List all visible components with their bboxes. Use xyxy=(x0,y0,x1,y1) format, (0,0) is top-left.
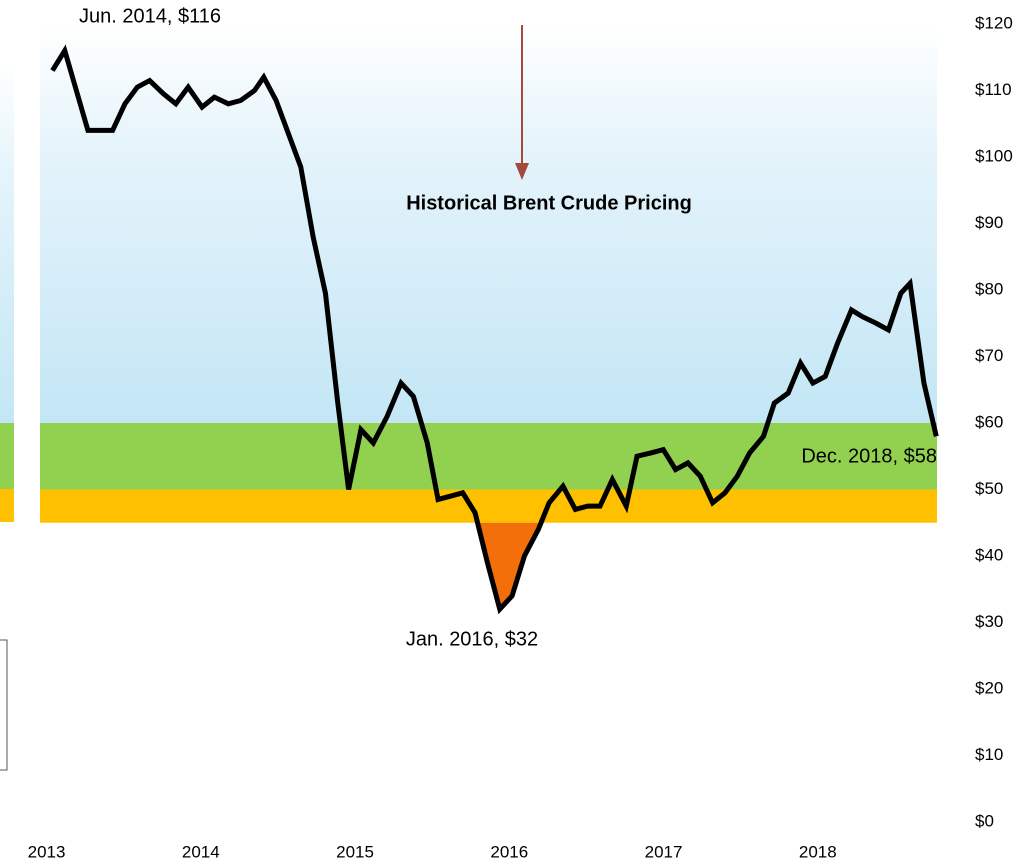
fragment-box xyxy=(0,639,8,771)
point-label: Jan. 2016, $32 xyxy=(406,628,538,650)
band xyxy=(40,489,937,523)
point-label: Dec. 2018, $58 xyxy=(801,445,937,467)
bands xyxy=(40,24,937,523)
y-tick-label: $30 xyxy=(975,612,1003,631)
x-tick-label: 2014 xyxy=(182,842,220,861)
left-panel-fragment xyxy=(0,60,14,771)
fills xyxy=(477,522,542,610)
fragment-band xyxy=(0,489,14,522)
y-tick-label: $100 xyxy=(975,146,1013,165)
y-tick-label: $0 xyxy=(975,811,994,830)
point-label: Jun. 2014, $116 xyxy=(79,5,221,27)
x-tick-label: 2015 xyxy=(336,842,374,861)
annotation: Historical Brent Crude Pricing xyxy=(406,192,692,214)
y-tick-label: $70 xyxy=(975,346,1003,365)
y-tick-label: $10 xyxy=(975,745,1003,764)
x-tick-label: 2017 xyxy=(645,842,683,861)
y-tick-label: $40 xyxy=(975,545,1003,564)
band xyxy=(40,423,937,490)
x-tick-label: 2013 xyxy=(28,842,66,861)
fragment-band xyxy=(0,60,14,423)
x-tick-label: 2016 xyxy=(490,842,528,861)
arrow-head xyxy=(515,163,529,180)
price-line xyxy=(50,44,939,615)
y-tick-label: $60 xyxy=(975,412,1003,431)
y-tick-label: $110 xyxy=(975,80,1012,99)
axes: $0 $10 $20 $30 $40 $50 $60 $70 $80 $90 $100 $110 $12… xyxy=(28,13,1013,861)
fragment-band xyxy=(0,423,14,489)
y-tick-label: $20 xyxy=(975,678,1003,697)
x-tick-label: 2018 xyxy=(799,842,837,861)
y-tick-label: $80 xyxy=(975,279,1003,298)
y-tick-label: $50 xyxy=(975,479,1003,498)
lines xyxy=(50,44,939,615)
y-tick-label: $120 xyxy=(975,13,1013,32)
y-tick-label: $90 xyxy=(975,213,1003,232)
below-level-fill xyxy=(477,522,542,610)
